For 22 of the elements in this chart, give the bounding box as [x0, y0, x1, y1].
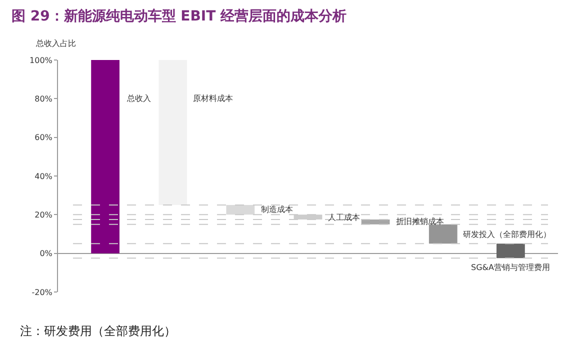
bar — [91, 60, 120, 254]
bar — [428, 224, 458, 244]
annotation: 原材料成本 — [193, 94, 233, 103]
y-tick-label: 100% — [30, 56, 53, 65]
bar — [496, 244, 525, 258]
bar — [226, 205, 255, 215]
text: 注：研发费用（全部费用化） — [20, 324, 176, 338]
y-tick-label: -20% — [32, 288, 53, 297]
y-tick-label: 80% — [34, 94, 53, 104]
bar — [158, 60, 188, 205]
annotation: 制造成本 — [261, 205, 293, 214]
annotation: SG&A营销与管理费用 — [471, 263, 550, 272]
annotation: 研发投入（全部费用化） — [463, 230, 551, 239]
y-tick-label: 40% — [34, 172, 53, 181]
y-tick-label: 0% — [40, 249, 53, 258]
annotation: 人工成本 — [328, 213, 360, 222]
y-tick-label: 60% — [34, 133, 53, 142]
annotation: 折旧摊销成本 — [396, 217, 444, 226]
chart-title: 图 29：新能源纯电动车型 EBIT 经营层面的成本分析 — [11, 7, 347, 24]
y-tick-label: 20% — [34, 210, 53, 220]
y-axis-title: 总收入占比 — [35, 39, 76, 48]
annotation: 总收入 — [126, 94, 151, 103]
